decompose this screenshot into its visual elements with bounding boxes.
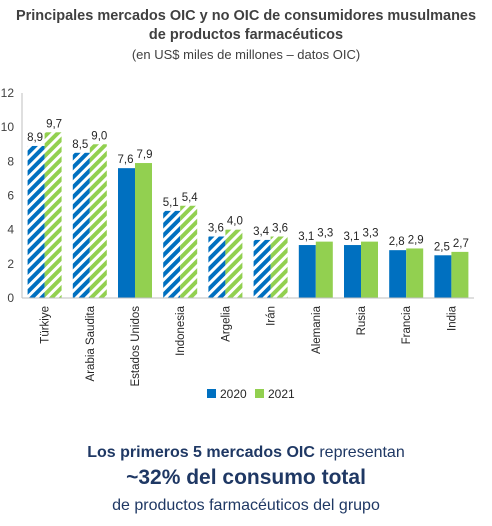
x-category-label: Türkiye [40, 306, 52, 344]
bar-2021 [361, 241, 378, 298]
y-tick-label: 6 [7, 189, 14, 203]
data-label: 3,1 [344, 231, 360, 243]
bar-2020 [253, 239, 271, 298]
data-label: 8,9 [27, 132, 43, 144]
data-label: 3,6 [208, 223, 224, 235]
y-axis: 0 2 4 6 8 10 12 [1, 86, 23, 305]
bar-2020 [72, 152, 90, 298]
x-category-label: Irán [266, 306, 278, 326]
bar-2021 [270, 236, 288, 298]
data-label: 8,5 [72, 139, 88, 151]
data-label: 4,0 [227, 216, 243, 228]
data-label: 3,3 [317, 228, 333, 240]
y-tick-label: 10 [1, 120, 15, 134]
chart-title-line2: de productos farmacéuticos [148, 27, 344, 43]
chart-title-line1: Principales mercados OIC y no OIC de con… [15, 8, 477, 24]
legend-label-2021: 2021 [268, 387, 295, 401]
footer-line1-rest: representan [314, 444, 405, 461]
data-label: 9,7 [46, 118, 62, 130]
data-label: 3,1 [298, 231, 314, 243]
footer-line1: Los primeros 5 mercados OIC representan [0, 444, 492, 462]
bars [27, 132, 469, 298]
bar-2021 [406, 248, 424, 298]
footer-line3: de productos farmacéuticos del grupo [112, 497, 380, 514]
data-label: 3,6 [272, 223, 288, 235]
data-label: 5,1 [163, 197, 179, 209]
bar-2020 [389, 250, 407, 298]
bar-2021 [135, 163, 152, 298]
y-tick-label: 12 [1, 86, 15, 100]
bar-2020 [208, 236, 226, 298]
bar-2020 [27, 145, 45, 298]
chart-subtitle: (en US$ miles de millones – datos OIC) [131, 47, 361, 62]
data-label: 7,9 [137, 149, 153, 161]
data-label: 2,7 [453, 238, 469, 250]
bar-2021 [451, 251, 469, 298]
legend-swatch-2020 [207, 389, 216, 398]
x-category-label: Arabia Saudita [85, 305, 97, 381]
bar-2020 [344, 245, 361, 298]
bar-2020 [118, 168, 135, 298]
bar-2020 [434, 255, 452, 298]
data-label: 2,5 [434, 241, 450, 253]
x-category-label: Alemania [311, 305, 323, 354]
bar-2021 [89, 144, 107, 298]
data-label: 9,0 [91, 130, 107, 142]
bar-2021 [225, 229, 243, 298]
bar-2021 [180, 205, 198, 298]
data-labels: 8,99,78,59,07,6 7,95,1 5,43,64,03,4 3,63,1 3… [27, 118, 469, 253]
x-category-label: Estados Unidos [130, 306, 142, 387]
x-category-label: Rusia [356, 305, 368, 335]
legend-swatch-2021 [255, 389, 264, 398]
data-label: 7,6 [118, 154, 134, 166]
y-tick-label: 2 [7, 257, 14, 271]
y-tick-label: 0 [7, 291, 14, 305]
x-category-label: Francia [401, 305, 413, 344]
y-tick-label: 4 [7, 223, 14, 237]
bar-2021 [44, 132, 62, 298]
data-label: 3,3 [363, 228, 379, 240]
x-category-label: India [446, 305, 458, 331]
footer-line2: ~32% del consumo total [126, 466, 366, 489]
x-axis: Türkiye Arabia Saudita Estados Unidos Indon… [22, 297, 474, 387]
footer-line1-bold: Los primeros 5 mercados OIC [87, 444, 315, 461]
bar-2020 [298, 245, 316, 298]
legend-label-2020: 2020 [220, 387, 247, 401]
x-category-label: Argelia [220, 305, 232, 341]
x-category-label: Indonesia [175, 305, 187, 355]
y-tick-label: 8 [7, 154, 14, 168]
data-label: 2,8 [389, 236, 405, 248]
data-label: 2,9 [408, 234, 424, 246]
legend: 2020 2021 [207, 387, 295, 401]
data-label: 5,4 [182, 192, 199, 204]
bar-2020 [163, 210, 181, 298]
data-label: 3,4 [253, 226, 270, 238]
bar-2021 [315, 241, 333, 298]
